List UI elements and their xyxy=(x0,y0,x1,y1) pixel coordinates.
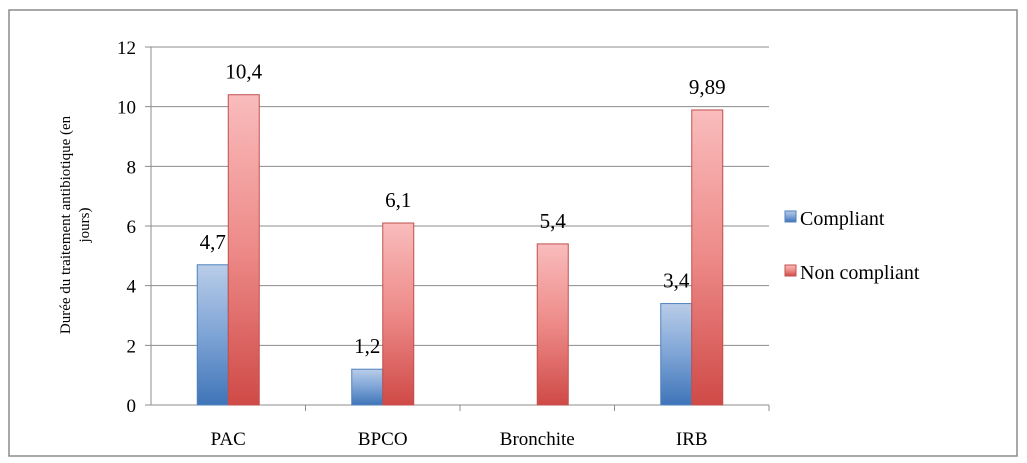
y-tick-labels: 0 2 4 6 8 10 12 xyxy=(117,38,137,417)
chart-border xyxy=(8,9,1018,457)
y-tick-label: 10 xyxy=(117,98,136,119)
y-axis-label-line2: jours) xyxy=(77,208,93,244)
y-tick-label: 6 xyxy=(127,217,137,238)
data-label: 9,89 xyxy=(689,75,726,99)
bar-non-compliant xyxy=(382,222,415,406)
y-tick-label: 12 xyxy=(117,38,136,59)
bar-compliant xyxy=(351,368,384,406)
data-label: 1,2 xyxy=(354,334,380,358)
y-axis-label-line1: Durée du traitement antibiotique (en xyxy=(58,115,74,334)
legend-swatch-compliant xyxy=(784,210,797,223)
bar-non-compliant xyxy=(536,243,569,406)
data-label: 6,1 xyxy=(385,188,411,212)
legend: Compliant Non compliant xyxy=(784,208,920,284)
bar-compliant xyxy=(660,303,693,406)
x-tick-label: PAC xyxy=(211,429,246,450)
data-label: 4,7 xyxy=(200,230,226,254)
y-tick-label: 4 xyxy=(127,277,137,298)
legend-label-non-compliant: Non compliant xyxy=(800,262,920,284)
legend-swatch-non-compliant xyxy=(784,264,797,277)
bars xyxy=(196,94,724,406)
x-tick-label: Bronchite xyxy=(500,429,575,450)
data-label: 3,4 xyxy=(663,269,690,293)
bar-compliant xyxy=(196,264,229,406)
bar-non-compliant xyxy=(227,94,260,406)
y-tick-label: 2 xyxy=(127,336,137,357)
legend-item-compliant: Compliant xyxy=(784,208,885,230)
legend-label-compliant: Compliant xyxy=(800,208,885,230)
x-tick-label: IRB xyxy=(676,429,708,450)
data-label: 5,4 xyxy=(540,209,567,233)
bar-non-compliant xyxy=(691,109,724,406)
legend-item-non-compliant: Non compliant xyxy=(784,262,920,284)
data-labels: 4,7 10,4 1,2 6,1 5,4 3,4 9,89 xyxy=(200,60,726,358)
data-label: 10,4 xyxy=(225,60,262,84)
y-tick-label: 8 xyxy=(127,157,137,178)
x-tick-labels: PAC BPCO Bronchite IRB xyxy=(211,429,708,450)
x-tick-label: BPCO xyxy=(358,429,408,450)
y-tick-label: 0 xyxy=(127,396,137,417)
